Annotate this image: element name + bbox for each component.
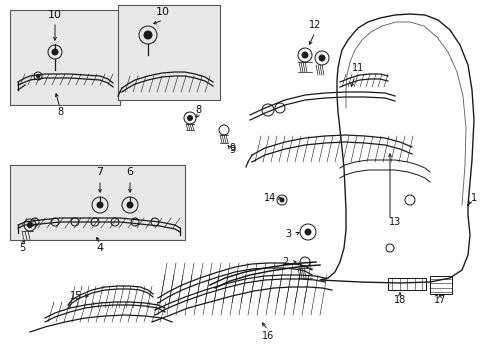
- Text: 1: 1: [470, 193, 476, 203]
- Text: 2: 2: [281, 257, 287, 267]
- Text: 4: 4: [96, 243, 103, 253]
- Bar: [429, 276, 451, 294]
- Text: 8: 8: [195, 105, 201, 115]
- Circle shape: [37, 75, 40, 77]
- Bar: [387, 278, 425, 290]
- Text: 16: 16: [262, 331, 274, 341]
- Text: 9: 9: [228, 143, 235, 153]
- Text: 11: 11: [351, 63, 364, 73]
- Text: 10: 10: [156, 7, 170, 17]
- Circle shape: [187, 116, 192, 121]
- Text: 12: 12: [308, 20, 321, 30]
- Text: 13: 13: [388, 217, 400, 227]
- Text: 6: 6: [126, 167, 133, 177]
- Circle shape: [27, 222, 32, 228]
- Text: 17: 17: [433, 295, 445, 305]
- Bar: [10, 165, 184, 240]
- Circle shape: [97, 202, 103, 208]
- Circle shape: [302, 52, 307, 58]
- Text: 3: 3: [285, 229, 290, 239]
- Circle shape: [305, 229, 310, 235]
- Text: 18: 18: [393, 295, 406, 305]
- Bar: [10, 10, 120, 105]
- Circle shape: [280, 198, 284, 202]
- Text: 7: 7: [96, 167, 103, 177]
- Circle shape: [52, 49, 58, 55]
- Circle shape: [143, 31, 152, 39]
- Text: 9: 9: [228, 145, 235, 155]
- Circle shape: [318, 55, 325, 61]
- Text: 5: 5: [19, 243, 25, 253]
- Text: 8: 8: [57, 107, 63, 117]
- Text: 14: 14: [264, 193, 276, 203]
- Bar: [118, 5, 220, 100]
- Text: 10: 10: [48, 10, 62, 20]
- Circle shape: [127, 202, 133, 208]
- Text: 15: 15: [69, 291, 82, 301]
